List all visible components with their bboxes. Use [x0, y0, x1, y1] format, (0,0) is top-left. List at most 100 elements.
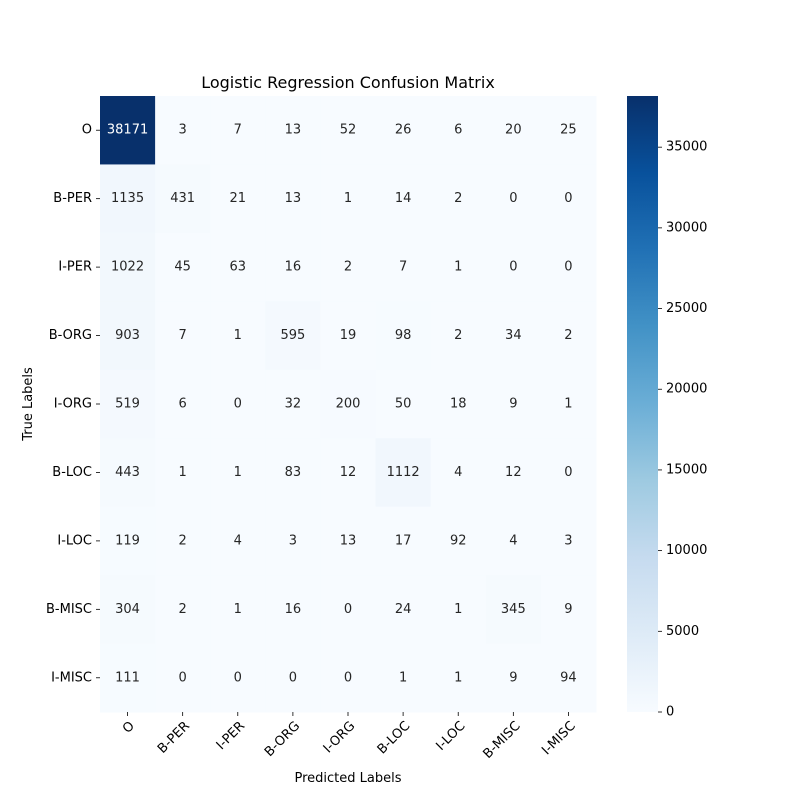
y-tick-label: B-MISC — [46, 602, 92, 617]
x-tick-label: I-MISC — [539, 719, 579, 759]
cell-value-label: 0 — [179, 670, 187, 685]
colorbar-tick-label: 25000 — [666, 301, 707, 316]
cell-value-label: 2 — [564, 328, 572, 343]
cell-value-label: 12 — [505, 465, 522, 480]
cell-value-label: 19 — [340, 328, 357, 343]
cell-value-label: 345 — [501, 602, 526, 617]
cell-value-label: 38171 — [107, 123, 148, 138]
cell-value-label: 519 — [115, 397, 140, 412]
cell-value-label: 0 — [344, 670, 352, 685]
cell-value-label: 0 — [234, 397, 242, 412]
cell-value-label: 1135 — [111, 191, 144, 206]
cell-value-label: 2 — [454, 191, 462, 206]
cell-value-label: 34 — [505, 328, 522, 343]
heatmap-cell — [265, 164, 321, 234]
heatmap-cell — [540, 369, 597, 439]
cell-value-label: 0 — [509, 260, 517, 275]
heatmap-cell — [210, 643, 266, 713]
heatmap-cell — [430, 438, 487, 508]
cell-value-label: 20 — [505, 123, 522, 138]
cell-value-label: 1022 — [111, 260, 144, 275]
heatmap-cell — [430, 301, 487, 371]
heatmap-cell — [155, 369, 211, 439]
heatmap-cell — [375, 506, 432, 576]
cell-value-label: 1 — [454, 670, 462, 685]
y-tick-label: I-LOC — [57, 533, 92, 548]
cell-value-label: 26 — [395, 123, 412, 138]
heatmap-cell — [375, 164, 432, 234]
cell-value-label: 7 — [234, 123, 242, 138]
heatmap-cell — [540, 96, 597, 165]
cell-value-label: 13 — [285, 191, 302, 206]
cell-value-label: 21 — [230, 191, 247, 206]
heatmap-cell — [265, 369, 321, 439]
heatmap-cell — [155, 232, 211, 302]
heatmap-cell — [485, 506, 542, 576]
x-axis-label: Predicted Labels — [294, 771, 401, 786]
cell-value-label: 94 — [560, 670, 577, 685]
cell-value-label: 3 — [289, 533, 297, 548]
y-tick-label: I-PER — [58, 260, 92, 275]
cell-value-label: 9 — [564, 602, 572, 617]
cell-value-label: 3 — [179, 123, 187, 138]
x-tick-label: B-LOC — [375, 719, 414, 758]
y-tick-label: B-ORG — [49, 328, 92, 343]
heatmap-cell — [265, 506, 321, 576]
heatmap-cell — [100, 301, 156, 371]
cell-value-label: 0 — [234, 670, 242, 685]
y-tick-label: B-LOC — [52, 465, 92, 480]
heatmap-cell — [155, 164, 211, 234]
cell-value-label: 903 — [115, 328, 140, 343]
heatmap-cell — [430, 164, 487, 234]
cell-value-label: 4 — [454, 465, 462, 480]
heatmap-cell — [265, 232, 321, 302]
cell-value-label: 7 — [179, 328, 187, 343]
cell-value-label: 7 — [399, 260, 407, 275]
heatmap-cell — [540, 301, 597, 371]
heatmap-cell — [155, 643, 211, 713]
cell-value-label: 1 — [234, 602, 242, 617]
heatmap-cell — [485, 575, 542, 645]
heatmap-cell — [375, 643, 432, 713]
heatmap-cell — [430, 96, 487, 165]
cell-value-label: 1 — [564, 397, 572, 412]
heatmap-cell — [155, 506, 211, 576]
cell-value-label: 13 — [340, 533, 357, 548]
cell-value-label: 17 — [395, 533, 412, 548]
colorbar-tick-label: 10000 — [666, 543, 707, 558]
cell-value-label: 2 — [454, 328, 462, 343]
heatmap-cell — [210, 232, 266, 302]
heatmap-cell — [320, 301, 377, 371]
cell-value-label: 1 — [179, 465, 187, 480]
cell-value-label: 12 — [340, 465, 357, 480]
cell-value-label: 32 — [285, 397, 302, 412]
heatmap-cell — [210, 301, 266, 371]
heatmap-cell — [540, 438, 597, 508]
heatmap-cell — [430, 506, 487, 576]
colorbar-tick-label: 35000 — [666, 140, 707, 155]
cell-value-label: 595 — [280, 328, 305, 343]
heatmap-cell — [155, 96, 211, 165]
cell-value-label: 13 — [285, 123, 302, 138]
colorbar-tick-label: 30000 — [666, 220, 707, 235]
x-axis-ticks: O B-PER I-PER B-ORG I-ORG B-LOC I-LOC B-MISC I-M… — [120, 712, 579, 762]
cell-value-label: 0 — [564, 260, 572, 275]
heatmap-cell — [210, 369, 266, 439]
heatmap-cell — [320, 369, 377, 439]
heatmap-cell — [540, 506, 597, 576]
heatmap-cell — [265, 438, 321, 508]
colorbar-tick-label: 15000 — [666, 462, 707, 477]
heatmap-cell — [155, 575, 211, 645]
heatmap-cell — [375, 301, 432, 371]
heatmap-cell — [210, 575, 266, 645]
cell-value-label: 98 — [395, 328, 412, 343]
colorbar — [627, 96, 658, 712]
x-tick-label: B-MISC — [481, 719, 524, 762]
y-axis-label: True Labels — [21, 367, 36, 442]
cell-value-label: 0 — [289, 670, 297, 685]
cell-value-label: 9 — [509, 397, 517, 412]
heatmap-cell — [320, 506, 377, 576]
cell-value-label: 111 — [115, 670, 140, 685]
x-tick-label: B-ORG — [262, 719, 303, 760]
